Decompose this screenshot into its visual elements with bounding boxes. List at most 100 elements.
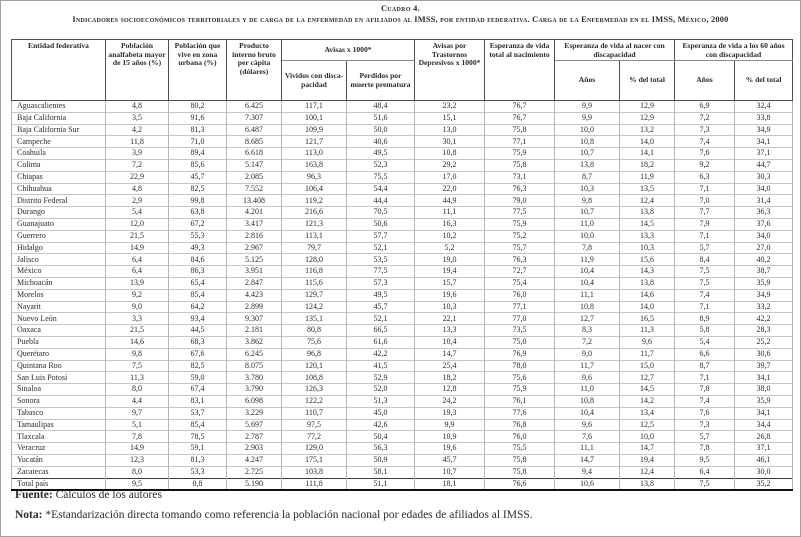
- value-cell: 12,0: [105, 217, 169, 231]
- value-cell: 78,0: [484, 359, 555, 372]
- value-cell: 48,4: [346, 100, 415, 113]
- value-cell: 6,3: [674, 170, 736, 184]
- value-cell: 50,4: [346, 430, 415, 443]
- value-cell: 14,7: [414, 347, 485, 361]
- value-cell: 5,7: [674, 241, 736, 254]
- value-cell: 129,7: [281, 288, 347, 302]
- value-cell: 10,8: [554, 135, 620, 148]
- value-cell: 10,3: [618, 241, 676, 254]
- table-body: Aguascalientes 4,8 80,2 6.425 117,1 48,4 23,2 7…: [11, 100, 794, 491]
- value-cell: 82,5: [168, 182, 227, 195]
- value-cell: 38,7: [734, 265, 794, 278]
- value-cell: 97,5: [281, 418, 347, 431]
- value-cell: 76,1: [484, 394, 555, 408]
- col-header-pib: Producto interno bruto per cápita (dólar…: [226, 39, 282, 101]
- value-cell: 44,7: [734, 158, 794, 172]
- value-cell: 5,8: [674, 324, 736, 337]
- value-cell: 124,2: [281, 300, 347, 313]
- value-cell: 5.190: [226, 477, 282, 491]
- value-cell: 32,4: [734, 100, 794, 113]
- entity-name-cell: Puebla: [11, 335, 106, 349]
- value-cell: 7,9: [674, 217, 736, 231]
- value-cell: 21,5: [105, 229, 169, 243]
- value-cell: 6,9: [674, 100, 736, 113]
- value-cell: 6.098: [226, 394, 282, 408]
- value-cell: 57,3: [346, 276, 415, 290]
- value-cell: 96,8: [281, 347, 347, 361]
- value-cell: 14,6: [618, 288, 676, 302]
- value-cell: 28,3: [734, 324, 794, 337]
- value-cell: 7,5: [105, 359, 169, 372]
- value-cell: 13,9: [105, 276, 169, 290]
- entity-name-cell: Veracruz: [11, 442, 106, 455]
- value-cell: 59,0: [168, 371, 227, 384]
- value-cell: 2.816: [226, 229, 282, 243]
- value-cell: 7,3: [674, 123, 736, 136]
- value-cell: 76,3: [484, 182, 555, 195]
- value-cell: 75,8: [484, 453, 555, 467]
- value-cell: 21,5: [105, 324, 169, 337]
- value-cell: 76,0: [484, 430, 555, 443]
- value-cell: 61,6: [346, 335, 415, 349]
- value-cell: 14,3: [618, 265, 676, 278]
- value-cell: 4,4: [105, 394, 169, 408]
- value-cell: 13,5: [618, 182, 676, 195]
- value-cell: 34,4: [734, 418, 794, 431]
- value-cell: 5.147: [226, 158, 282, 172]
- table-row: Zacatecas 8,0 53,3 2.725 103,8 58,1 10,7 75,8 9,…: [11, 465, 794, 478]
- value-cell: 7,2: [674, 111, 736, 125]
- value-cell: 75,6: [281, 335, 347, 349]
- value-cell: 50,6: [346, 217, 415, 231]
- value-cell: 2.181: [226, 324, 282, 337]
- value-cell: 45,7: [346, 300, 415, 313]
- value-cell: 9,4: [554, 465, 620, 478]
- value-cell: 3.951: [226, 265, 282, 278]
- value-cell: 76,3: [484, 253, 555, 266]
- value-cell: 12,9: [618, 111, 676, 125]
- value-cell: 22,0: [414, 182, 485, 195]
- value-cell: 7,5: [674, 276, 736, 290]
- value-cell: 7,8: [105, 430, 169, 443]
- value-cell: 27,0: [734, 241, 794, 254]
- value-cell: 116,8: [281, 265, 347, 278]
- value-cell: 8,0: [105, 465, 169, 478]
- value-cell: 77,5: [484, 206, 555, 219]
- value-cell: 64,2: [168, 300, 227, 313]
- value-cell: 119,2: [281, 194, 347, 207]
- value-cell: 42,2: [346, 347, 415, 361]
- value-cell: 115,6: [281, 276, 347, 290]
- value-cell: 85,4: [168, 418, 227, 431]
- value-cell: 7,8: [674, 442, 736, 455]
- value-cell: 4,8: [105, 182, 169, 195]
- entity-name-cell: Aguascalientes: [11, 100, 106, 113]
- value-cell: 9,7: [105, 406, 169, 420]
- value-cell: 11,3: [618, 324, 676, 337]
- value-cell: 36,3: [734, 206, 794, 219]
- entity-name-cell: Zacatecas: [11, 465, 106, 478]
- value-cell: 22,9: [105, 170, 169, 184]
- value-cell: 85,6: [168, 158, 227, 172]
- value-cell: 19,6: [414, 442, 485, 455]
- value-cell: 7,5: [674, 265, 736, 278]
- value-cell: 2.903: [226, 442, 282, 455]
- value-cell: 33,2: [734, 300, 794, 313]
- value-cell: 34,0: [734, 182, 794, 195]
- table-row: México 6,4 86,3 3.951 116,8 77,5 19,4 72,7 10,4 1…: [11, 265, 794, 278]
- value-cell: 18,2: [414, 371, 485, 384]
- value-cell: 7,4: [674, 288, 736, 302]
- value-cell: 8,3: [554, 324, 620, 337]
- value-cell: 15,0: [618, 359, 676, 372]
- col-header-group-esperanza-60: Esperanza de vida a los 60 años con disc…: [674, 39, 794, 61]
- source-note: Fuente: Cálculos de los autores: [15, 489, 162, 501]
- entity-name-cell: Nuevo León: [11, 312, 106, 325]
- table-row: Durango 5,4 63,8 4.201 216,6 70,5 11,1 77,5 10,7…: [11, 206, 794, 219]
- value-cell: 49,5: [346, 288, 415, 302]
- value-cell: 6.618: [226, 147, 282, 160]
- value-cell: 7,6: [554, 430, 620, 443]
- value-cell: 17,0: [414, 170, 485, 184]
- value-cell: 8,7: [674, 359, 736, 372]
- value-cell: 110,7: [281, 406, 347, 420]
- value-cell: 9,8: [554, 194, 620, 207]
- value-cell: 35,9: [734, 276, 794, 290]
- table-row: Oaxaca 21,5 44,5 2.181 80,8 66,5 13,3 73,5 8,3 11…: [11, 324, 794, 337]
